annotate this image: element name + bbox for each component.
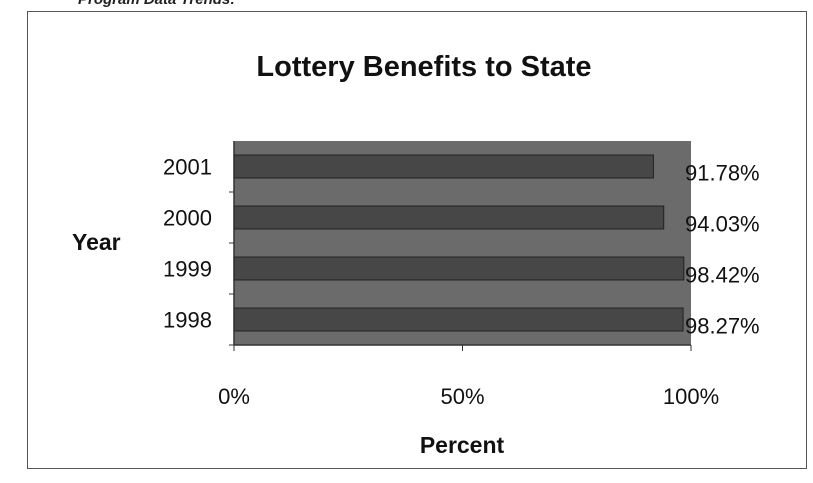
y-tick-label-2000: 2000: [163, 206, 212, 231]
bar-chart: Lottery Benefits to State 1998 98.27% 1999 9…: [72, 51, 760, 458]
y-axis-title: Year: [72, 229, 121, 255]
chart-title: Lottery Benefits to State: [256, 51, 591, 83]
page-caption: Program Data Trends:: [78, 0, 235, 8]
y-tick-label-2001: 2001: [163, 155, 212, 180]
y-tick-label-1999: 1999: [163, 257, 212, 282]
x-tick-label-50: 50%: [440, 384, 484, 409]
x-axis-title: Percent: [420, 432, 505, 458]
data-label-1998: 98.27%: [685, 314, 760, 339]
bar-1998: [233, 307, 684, 332]
x-tick-label-0: 0%: [218, 384, 250, 409]
bar-2001: [233, 154, 654, 179]
data-label-1999: 98.42%: [685, 263, 760, 288]
data-label-2000: 94.03%: [685, 212, 760, 237]
bar-2000: [233, 205, 665, 230]
x-tick-label-100: 100%: [663, 384, 719, 409]
y-tick-label-1998: 1998: [163, 308, 212, 333]
bar-1999: [233, 256, 685, 281]
chart-frame: Lottery Benefits to State 1998 98.27% 1999 9…: [27, 11, 807, 469]
data-label-2001: 91.78%: [685, 161, 760, 186]
